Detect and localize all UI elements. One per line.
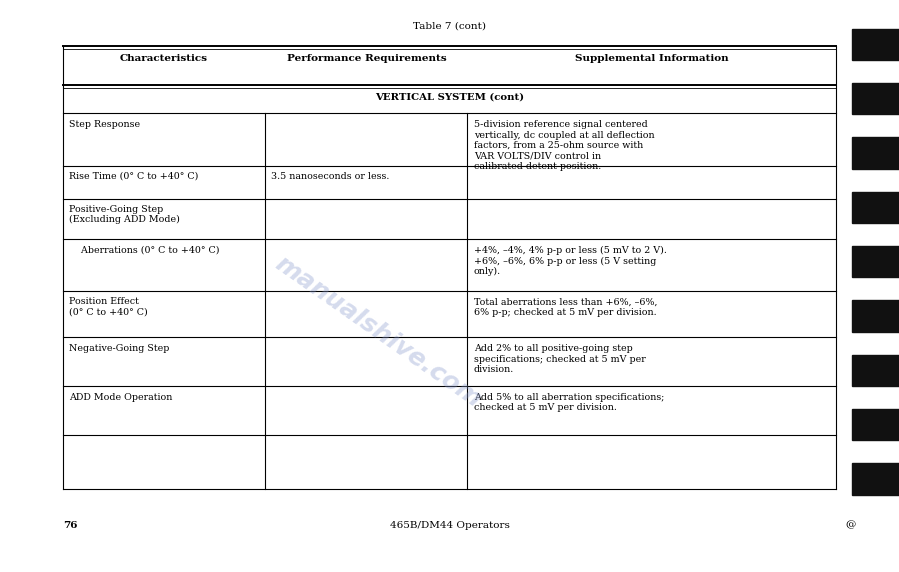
Text: Supplemental Information: Supplemental Information [575, 54, 728, 63]
Text: Position Effect
(0° C to +40° C): Position Effect (0° C to +40° C) [69, 297, 148, 317]
Text: VERTICAL SYSTEM (cont): VERTICAL SYSTEM (cont) [375, 93, 524, 102]
Bar [852, 355, 899, 386]
Text: 465B/DM44 Operators: 465B/DM44 Operators [389, 521, 510, 530]
Text: Positive-Going Step
(Excluding ADD Mode): Positive-Going Step (Excluding ADD Mode) [69, 205, 180, 224]
Text: Add 5% to all aberration specifications;
checked at 5 mV per division.: Add 5% to all aberration specifications;… [474, 393, 664, 412]
Bar [852, 246, 899, 277]
Text: 76: 76 [63, 521, 77, 530]
Bar [852, 463, 899, 495]
Text: ADD Mode Operation: ADD Mode Operation [69, 393, 173, 402]
Text: Aberrations (0° C to +40° C): Aberrations (0° C to +40° C) [69, 246, 219, 255]
Bar [852, 192, 899, 223]
Text: +4%, –4%, 4% p-p or less (5 mV to 2 V).
+6%, –6%, 6% p-p or less (5 V setting
on: +4%, –4%, 4% p-p or less (5 mV to 2 V). … [474, 246, 667, 276]
Text: manualshive.com: manualshive.com [270, 252, 485, 412]
Text: Table 7 (cont): Table 7 (cont) [413, 22, 486, 31]
Bar [852, 137, 899, 169]
Text: Performance Requirements: Performance Requirements [287, 54, 446, 63]
Bar [852, 300, 899, 332]
Text: 5-division reference signal centered
vertically, dc coupled at all deflection
fa: 5-division reference signal centered ver… [474, 120, 654, 170]
Text: Step Response: Step Response [69, 120, 140, 129]
Bar [852, 83, 899, 114]
Text: Rise Time (0° C to +40° C): Rise Time (0° C to +40° C) [69, 172, 199, 181]
Text: @: @ [845, 521, 856, 530]
Text: Add 2% to all positive-going step
specifications; checked at 5 mV per
division.: Add 2% to all positive-going step specif… [474, 344, 645, 374]
Bar [852, 409, 899, 440]
Text: Total aberrations less than +6%, –6%,
6% p-p; checked at 5 mV per division.: Total aberrations less than +6%, –6%, 6%… [474, 297, 657, 317]
Text: 3.5 nanoseconds or less.: 3.5 nanoseconds or less. [271, 172, 390, 181]
Text: Negative-Going Step: Negative-Going Step [69, 344, 170, 353]
Bar [852, 29, 899, 60]
Text: Characteristics: Characteristics [120, 54, 208, 63]
